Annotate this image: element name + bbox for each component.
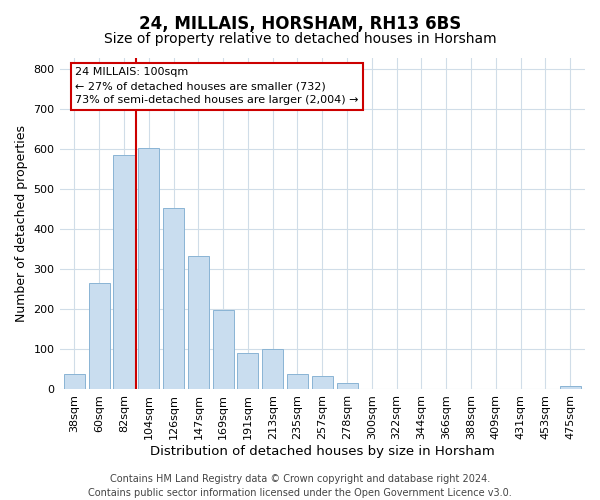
Text: Size of property relative to detached houses in Horsham: Size of property relative to detached ho… [104,32,496,46]
Bar [212,310,233,389]
Y-axis label: Number of detached properties: Number of detached properties [15,124,28,322]
X-axis label: Distribution of detached houses by size in Horsham: Distribution of detached houses by size … [150,444,494,458]
Bar [64,374,85,389]
Bar [89,283,110,389]
Text: 24 MILLAIS: 100sqm
← 27% of detached houses are smaller (732)
73% of semi-detach: 24 MILLAIS: 100sqm ← 27% of detached hou… [76,68,359,106]
Bar [188,256,209,389]
Bar [238,353,259,389]
Text: Contains HM Land Registry data © Crown copyright and database right 2024.
Contai: Contains HM Land Registry data © Crown c… [88,474,512,498]
Bar [113,156,134,389]
Bar [262,348,283,389]
Bar [337,383,358,389]
Bar [560,386,581,389]
Bar [312,376,333,389]
Bar [163,208,184,389]
Bar [138,148,160,389]
Bar [287,374,308,389]
Text: 24, MILLAIS, HORSHAM, RH13 6BS: 24, MILLAIS, HORSHAM, RH13 6BS [139,15,461,33]
